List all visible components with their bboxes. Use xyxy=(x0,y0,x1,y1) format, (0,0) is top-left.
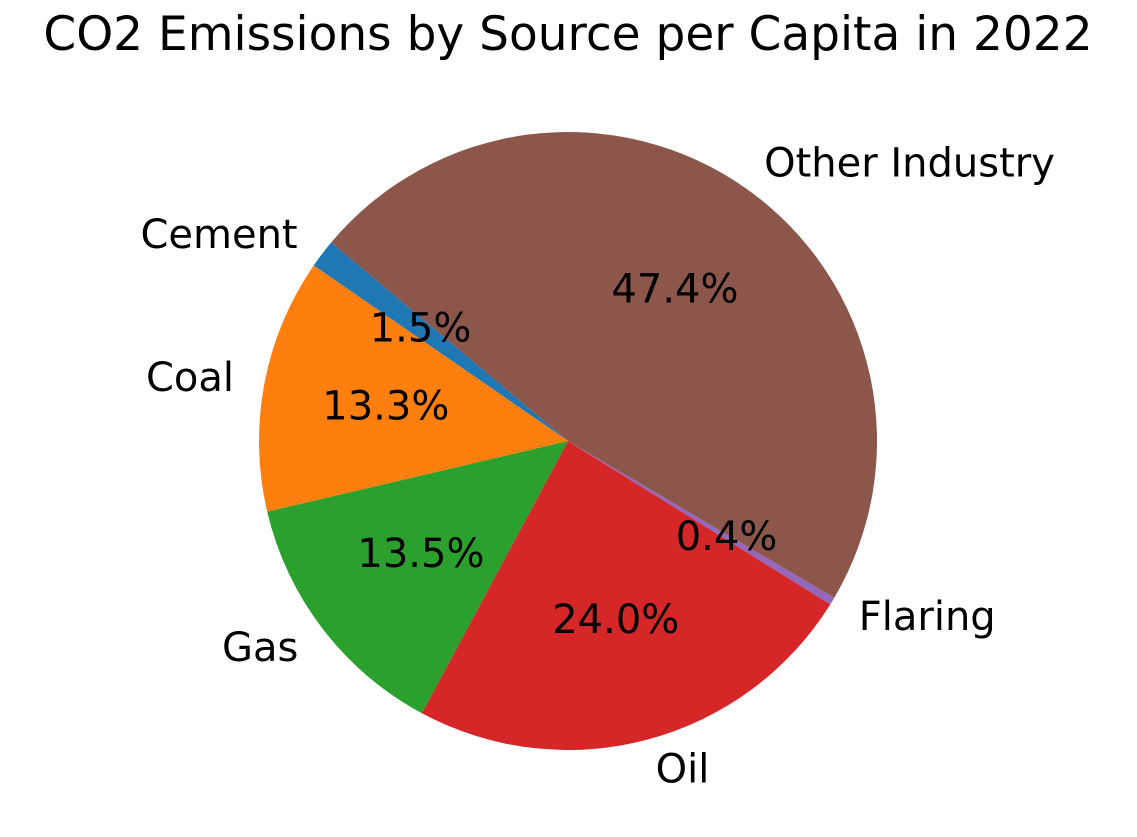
percent-labels: 1.5% 13.3% 13.5% 24.0% 0.4% 47.4% xyxy=(322,267,777,644)
percent-label: 0.4% xyxy=(676,514,778,560)
pie-slice-oil xyxy=(421,441,831,750)
percent-label: 13.5% xyxy=(357,531,484,577)
pie-slice-flaring xyxy=(568,441,835,605)
slice-label: Oil xyxy=(656,746,710,792)
slice-labels: Cement Coal Gas Oil Flaring Other Industry xyxy=(140,140,1054,792)
pie-slices xyxy=(259,131,878,750)
pie-slice-coal xyxy=(259,265,568,512)
slice-label: Cement xyxy=(140,212,297,258)
chart-title: CO2 Emissions by Source per Capita in 20… xyxy=(43,7,1092,62)
slice-label: Other Industry xyxy=(764,140,1055,186)
percent-label: 24.0% xyxy=(552,597,679,643)
pie-slice-cement xyxy=(313,242,568,441)
pie-slice-gas xyxy=(267,441,568,714)
percent-label: 47.4% xyxy=(611,267,738,313)
slice-label: Flaring xyxy=(859,594,996,640)
pie-slice-other-industry xyxy=(331,131,878,598)
slice-label: Gas xyxy=(222,625,298,671)
percent-label: 13.3% xyxy=(322,384,449,430)
percent-label: 1.5% xyxy=(370,306,472,352)
slice-label: Coal xyxy=(146,355,234,401)
